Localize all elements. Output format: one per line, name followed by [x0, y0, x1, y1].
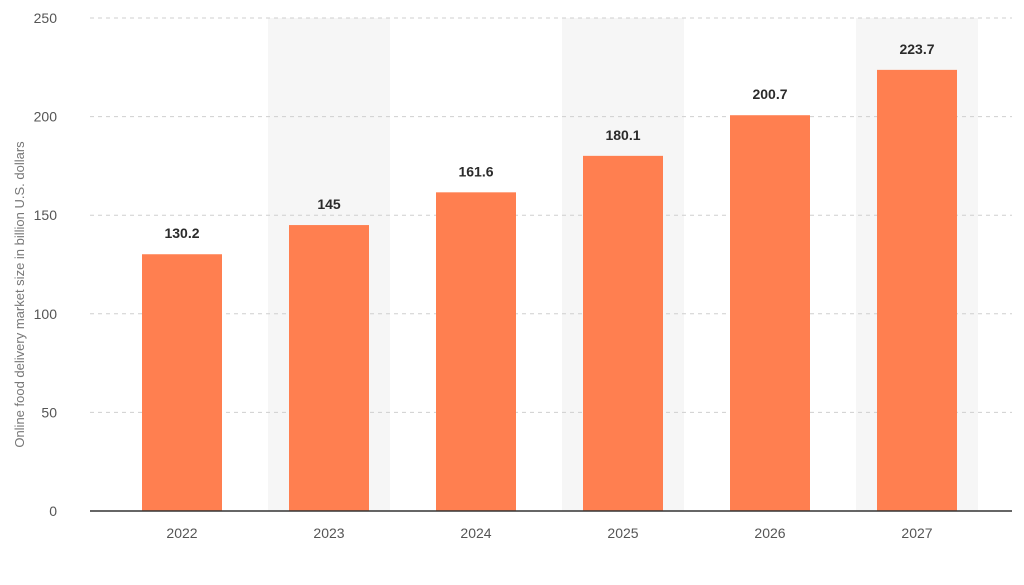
- x-tick-label-2026: 2026: [754, 525, 785, 541]
- x-tick-label-2022: 2022: [166, 525, 197, 541]
- data-label-2027: 223.7: [899, 41, 934, 57]
- y-tick-label: 50: [41, 404, 57, 420]
- data-label-2025: 180.1: [605, 127, 640, 143]
- y-tick-label: 150: [34, 207, 58, 223]
- y-tick-label: 0: [49, 503, 57, 519]
- x-tick-label-2025: 2025: [607, 525, 638, 541]
- data-labels: 130.2 145 161.6 180.1 200.7 223.7: [164, 41, 934, 241]
- bar-2027: [877, 69, 957, 512]
- y-axis-ticks: 0 50 100 150 200 250: [34, 10, 58, 519]
- bar-2023: [289, 225, 369, 511]
- data-label-2023: 145: [317, 196, 341, 212]
- y-tick-label: 100: [34, 306, 58, 322]
- y-axis-title: Online food delivery market size in bill…: [12, 141, 27, 448]
- bar-2026: [730, 115, 810, 511]
- data-label-2026: 200.7: [752, 86, 787, 102]
- x-tick-label-2023: 2023: [313, 525, 344, 541]
- x-tick-label-2027: 2027: [901, 525, 932, 541]
- bar-2025: [583, 155, 663, 511]
- bar-2024: [436, 192, 516, 511]
- x-axis-ticks: 2022 2023 2024 2025 2026 2027: [166, 525, 932, 541]
- data-label-2022: 130.2: [164, 225, 199, 241]
- x-tick-label-2024: 2024: [460, 525, 491, 541]
- data-label-2024: 161.6: [458, 163, 493, 179]
- bar-2022: [142, 254, 222, 511]
- y-tick-label: 250: [34, 10, 58, 26]
- gridlines: [90, 17, 1012, 413]
- bars: [142, 69, 957, 512]
- y-tick-label: 200: [34, 109, 58, 125]
